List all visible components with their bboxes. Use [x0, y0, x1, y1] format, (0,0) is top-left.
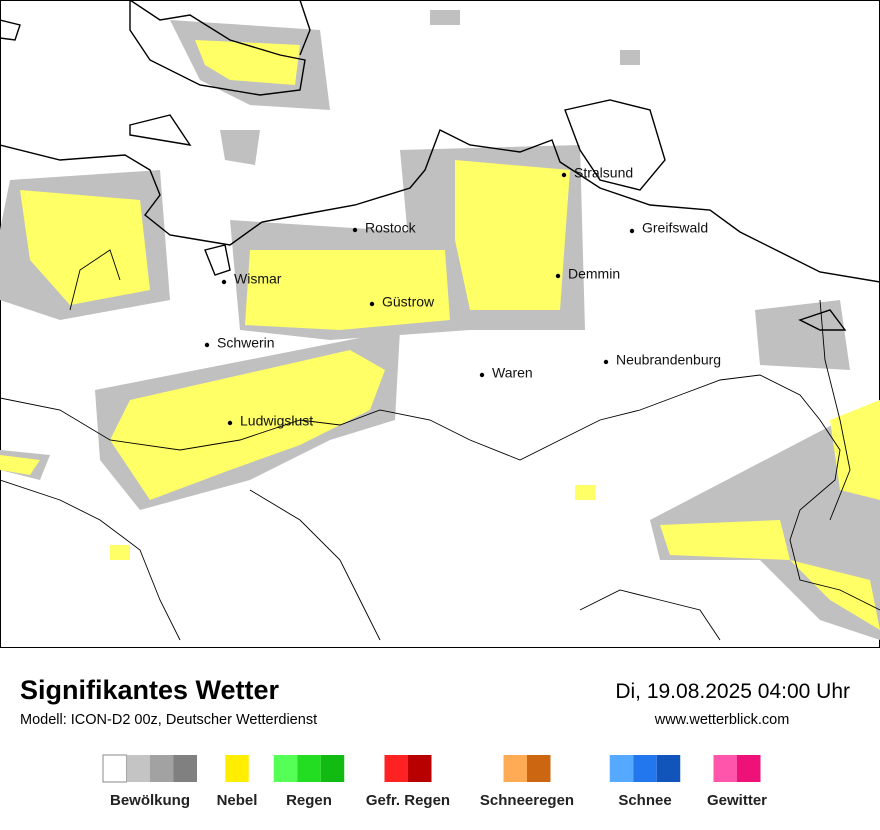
legend-swatch: [503, 755, 527, 782]
legend: Bewölkung Nebel Regen Gefr. Regen Schneerege…: [102, 754, 767, 809]
legend-swatch: [713, 755, 737, 782]
cloud-areas: [0, 10, 880, 640]
city-label: Schwerin: [217, 335, 275, 351]
legend-label: Regen: [286, 792, 332, 809]
city-label: Waren: [492, 365, 533, 381]
city-dot: [204, 342, 210, 348]
datetime: Di, 19.08.2025 04:00 Uhr: [615, 680, 850, 703]
legend-swatch: [527, 755, 551, 782]
legend-label: Schnee: [618, 792, 671, 809]
city-label: Stralsund: [574, 165, 633, 181]
city-dot: [369, 301, 375, 307]
coastlines: [0, 0, 880, 331]
borders: [0, 249, 880, 641]
legend-swatch: [173, 755, 197, 782]
city-label: Ludwigslust: [240, 413, 313, 429]
legend-swatch: [297, 755, 321, 782]
legend-label: Schneeregen: [480, 792, 574, 809]
legend-label: Gewitter: [707, 792, 767, 809]
legend-label: Bewölkung: [110, 792, 190, 809]
city-label: Güstrow: [382, 294, 435, 310]
legend-swatch: [609, 755, 634, 782]
city-label: Greifswald: [642, 220, 708, 236]
legend-label: Nebel: [217, 792, 258, 809]
legend-swatch: [633, 755, 657, 782]
legend-swatch: [408, 755, 432, 782]
city-dot: [629, 228, 635, 234]
title: Signifikantes Wetter: [20, 675, 280, 705]
legend-label: Gefr. Regen: [366, 792, 450, 809]
legend-swatch: [225, 755, 249, 782]
website: www.wetterblick.com: [654, 712, 790, 728]
city-label: Wismar: [234, 271, 282, 287]
legend-swatch: [273, 755, 298, 782]
legend-swatch: [737, 755, 761, 782]
cities: Stralsund Rostock Greifswald Wismar Demm…: [204, 165, 721, 429]
legend-swatch: [126, 755, 150, 782]
legend-swatch: [150, 755, 174, 782]
legend-swatch: [320, 755, 345, 782]
city-dot: [603, 359, 609, 365]
city-dot: [221, 279, 227, 285]
city-dot: [227, 420, 233, 426]
city-dot: [555, 273, 561, 279]
city-dot: [352, 227, 358, 233]
subtitle: Modell: ICON-D2 00z, Deutscher Wetterdie…: [20, 712, 317, 728]
city-dot: [479, 372, 485, 378]
city-dot: [561, 172, 567, 178]
city-label: Neubrandenburg: [616, 352, 721, 368]
legend-swatch: [384, 755, 408, 782]
city-label: Rostock: [365, 220, 417, 236]
legend-swatch: [102, 754, 127, 783]
city-label: Demmin: [568, 266, 620, 282]
legend-swatch: [656, 755, 681, 782]
